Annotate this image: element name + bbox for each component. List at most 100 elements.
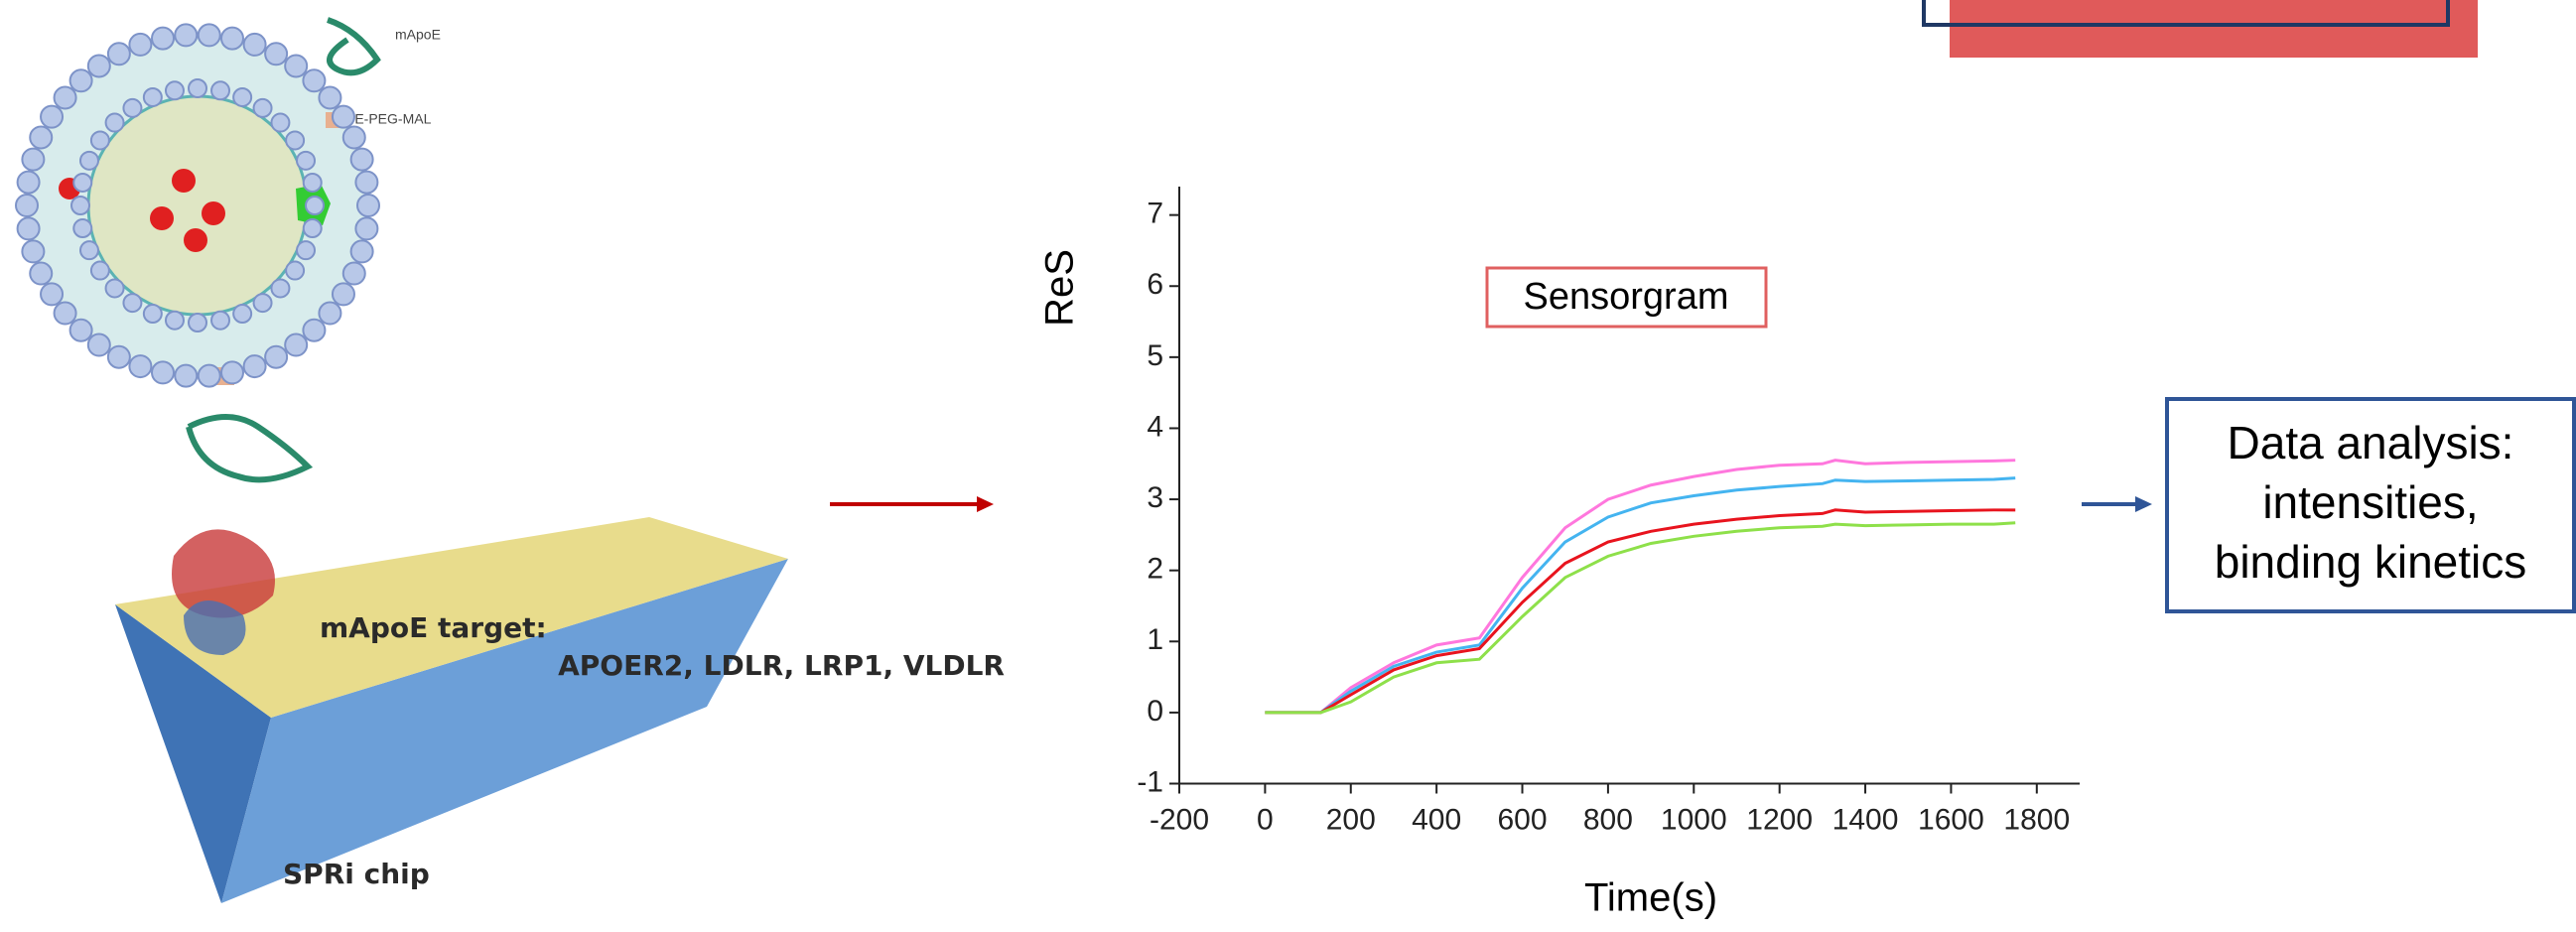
lipid-head [174, 363, 199, 388]
lipid-head [122, 293, 143, 314]
spri-chip: mApoE target: APOER2, LDLR, LRP1, VLDLR … [115, 517, 1005, 903]
lipid-head [232, 304, 253, 325]
chip-label: mApoE target: [320, 611, 547, 644]
y-tick-label: 0 [1147, 695, 1163, 728]
lipid-head [242, 32, 267, 57]
lipid-head [53, 301, 77, 326]
lipid-head [128, 354, 153, 379]
lipid-head [15, 194, 39, 217]
lipid-head [197, 23, 221, 48]
lipid-head [197, 363, 221, 388]
lipid-head [16, 216, 41, 241]
lipid-head [270, 112, 291, 133]
lipid-head [68, 68, 93, 93]
chip-top-face [115, 517, 788, 718]
lipid-head [188, 313, 207, 333]
lipid-head [164, 80, 185, 101]
receptor [184, 600, 246, 655]
lipid-head [219, 360, 244, 385]
y-tick-label: 7 [1147, 198, 1163, 230]
y-tick-label: 4 [1147, 410, 1163, 443]
x-tick-label: 1400 [1832, 803, 1899, 836]
lipid-head [78, 150, 99, 171]
chart-title: Sensorgram [1524, 276, 1729, 318]
protein [186, 414, 314, 483]
series-line [1265, 508, 2016, 715]
y-tick-label: 6 [1147, 268, 1163, 301]
title-box [1485, 266, 1768, 329]
header-box [1922, 0, 2450, 27]
receptor [172, 529, 275, 618]
lipid-head [72, 218, 93, 239]
x-axis-label: Time(s) [1584, 876, 1717, 920]
x-tick-label: 200 [1326, 803, 1376, 836]
lipid-head [264, 344, 289, 369]
x-tick-label: 1200 [1746, 803, 1813, 836]
lipid-head [252, 97, 273, 118]
lipid-head [284, 333, 309, 357]
analysis-text: intensities, [2262, 476, 2478, 528]
lipid-head [78, 240, 99, 261]
lipid-head [296, 240, 317, 261]
lipid-head [356, 194, 380, 217]
lipid-head [86, 333, 111, 357]
lipid-head [70, 196, 90, 215]
lipid-head [104, 278, 125, 299]
lipid-head [16, 170, 41, 195]
x-tick-label: 1800 [2003, 803, 2070, 836]
arrow-head [977, 496, 994, 512]
x-tick-label: 1000 [1661, 803, 1727, 836]
lipid-head [210, 310, 231, 331]
chip-left-face [115, 604, 271, 903]
lipid-head [128, 32, 153, 57]
liposome-label: PE-PEG-MAL [345, 111, 432, 127]
y-tick-label: 5 [1147, 339, 1163, 372]
x-tick-label: 0 [1257, 803, 1274, 836]
y-tick-label: -1 [1137, 765, 1163, 798]
lipid-head [305, 196, 325, 215]
y-tick-label: 1 [1147, 623, 1163, 656]
lipid-head [302, 318, 327, 342]
lipid-head [86, 54, 111, 78]
lipid-head [122, 97, 143, 118]
lipid-head [349, 239, 374, 264]
series-line [1265, 521, 2016, 715]
lipid-head [354, 216, 379, 241]
lipid-head [318, 301, 342, 326]
chip-front-face [221, 559, 788, 903]
liposome-label: mApoE [395, 27, 441, 43]
lipid-head [104, 112, 125, 133]
analysis-text: Data analysis: [2228, 417, 2514, 468]
drug [202, 201, 225, 225]
y-axis-label: ReS [1038, 249, 1082, 327]
y-tick-label: 3 [1147, 481, 1163, 514]
x-tick-label: -200 [1150, 803, 1209, 836]
x-tick-label: 800 [1583, 803, 1633, 836]
lipid-head [341, 261, 366, 286]
x-tick-label: 1600 [1918, 803, 1984, 836]
liposome: mApoE PE-PEG-MAL [15, 17, 441, 483]
lipid-head [219, 26, 244, 51]
lipid-head [285, 130, 306, 151]
drug [184, 228, 207, 252]
lipid-head [341, 125, 366, 150]
analysis-box [2165, 397, 2576, 613]
lipid-head [89, 260, 110, 281]
lipid-head [210, 80, 231, 101]
lipid-head [29, 125, 54, 150]
lipid-head [252, 293, 273, 314]
lipid-head [354, 170, 379, 195]
lipid-head [296, 150, 317, 171]
lipid-head [174, 23, 199, 48]
lipid-head [302, 172, 323, 193]
lipid-head [188, 78, 207, 98]
lipid-head [40, 104, 65, 129]
lipid-head [232, 86, 253, 107]
lipid-head [151, 26, 176, 51]
lipid-head [302, 218, 323, 239]
protein [326, 17, 381, 76]
lipid-head [72, 172, 93, 193]
series-line [1265, 476, 2016, 715]
lipid-head [89, 130, 110, 151]
